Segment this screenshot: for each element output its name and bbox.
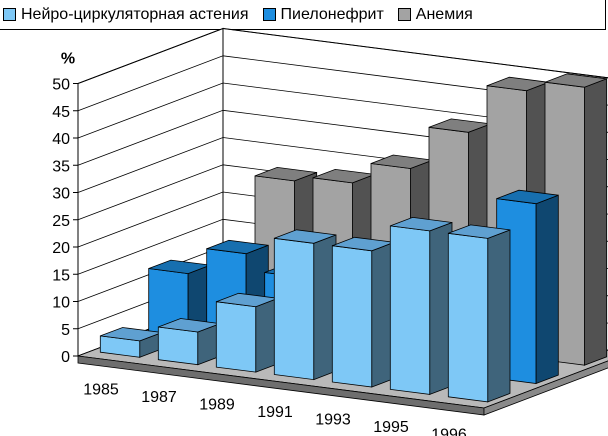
bar-front-0-2	[215, 301, 257, 373]
bar-top-2-6	[544, 73, 607, 88]
bar-0-6	[447, 224, 511, 403]
gridline-10	[77, 28, 608, 84]
chart-legend: Нейро-циркуляторная астения Пиелонефрит …	[0, 0, 606, 30]
bar-top-0-6	[448, 224, 511, 239]
y-tick-label-0: 0	[61, 349, 70, 366]
y-tick-label-7: 35	[52, 158, 70, 175]
x-tick-label-1: 1987	[141, 389, 177, 406]
bar-front-0-6	[447, 232, 489, 403]
x-tick-label-4: 1993	[315, 411, 351, 428]
bar-0-3	[273, 229, 337, 381]
bar-top-1-1	[206, 239, 269, 255]
y-axis-label: %	[61, 51, 75, 68]
chart-floor-side	[483, 360, 608, 416]
bar-top-1-6	[496, 189, 559, 205]
y-tick-label-5: 25	[52, 213, 70, 230]
x-tick-label-5: 1995	[373, 419, 409, 436]
legend-label-1: Пиелонефрит	[280, 5, 384, 23]
bar-front-0-5	[389, 225, 431, 395]
bar-side-0-6	[487, 229, 511, 403]
bar-front-0-4	[331, 245, 373, 388]
y-tick-label-4: 20	[52, 240, 70, 257]
bar-top-0-5	[390, 216, 453, 232]
legend-swatch-2	[397, 8, 411, 21]
bar-side-2-6	[584, 78, 608, 366]
legend-label-2: Анемия	[415, 5, 473, 23]
bar-0-5	[389, 216, 453, 395]
bar-0-1	[157, 318, 221, 366]
legend-swatch-1	[262, 8, 276, 21]
legend-swatch-0	[3, 8, 16, 21]
legend-item-1: Пиелонефрит	[262, 5, 384, 24]
bar-0-0	[99, 327, 163, 358]
bar-front-0-1	[157, 326, 199, 366]
bar-top-0-3	[274, 229, 337, 244]
bar-top-2-1	[254, 166, 317, 182]
y-tick-label-10: 50	[52, 77, 70, 94]
bar-0-4	[331, 236, 395, 388]
bar-front-0-3	[273, 237, 315, 381]
legend-item-2: Анемия	[397, 5, 473, 24]
x-tick-label-2: 1989	[199, 397, 235, 414]
y-tick-label-1: 5	[61, 322, 70, 339]
legend-label-0: Нейро-циркуляторная астения	[21, 5, 249, 23]
y-tick-label-9: 45	[52, 104, 70, 121]
y-tick-label-2: 10	[52, 295, 70, 312]
x-tick-label-0: 1985	[83, 382, 119, 399]
bar-0-2	[215, 292, 279, 373]
x-tick-label-6: 1996	[431, 426, 467, 436]
bar-side-1-6	[535, 194, 559, 385]
x-tick-label-3: 1991	[257, 404, 293, 421]
y-tick-label-8: 40	[52, 131, 70, 148]
y-tick-label-6: 30	[52, 186, 70, 203]
y-tick-label-3: 15	[52, 267, 70, 284]
legend-item-0: Нейро-циркуляторная астения	[3, 6, 249, 24]
